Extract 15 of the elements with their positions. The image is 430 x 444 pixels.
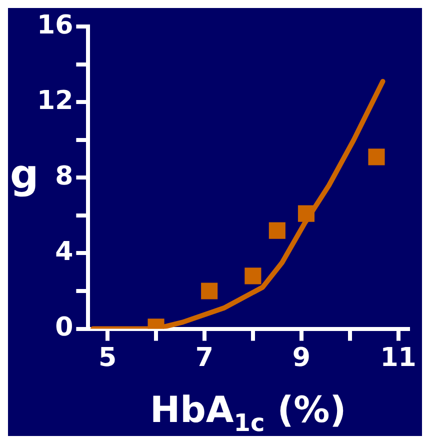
x-tick-label: 5: [98, 343, 117, 374]
y-tick-label: 12: [36, 86, 74, 116]
y-tick-label: 8: [55, 161, 74, 192]
point: [268, 222, 286, 239]
x-tick-label: 11: [380, 343, 416, 374]
point: [368, 148, 385, 166]
y-axis-title: g: [10, 152, 39, 198]
y-tick-label: 4: [55, 237, 74, 267]
point: [201, 282, 218, 300]
point: [298, 205, 315, 222]
x-tick-label: 9: [292, 343, 310, 374]
y-tick-label: 16: [36, 10, 74, 40]
x-tick-label: 7: [195, 343, 214, 374]
y-tick-label: 0: [55, 312, 74, 343]
point: [244, 268, 262, 284]
